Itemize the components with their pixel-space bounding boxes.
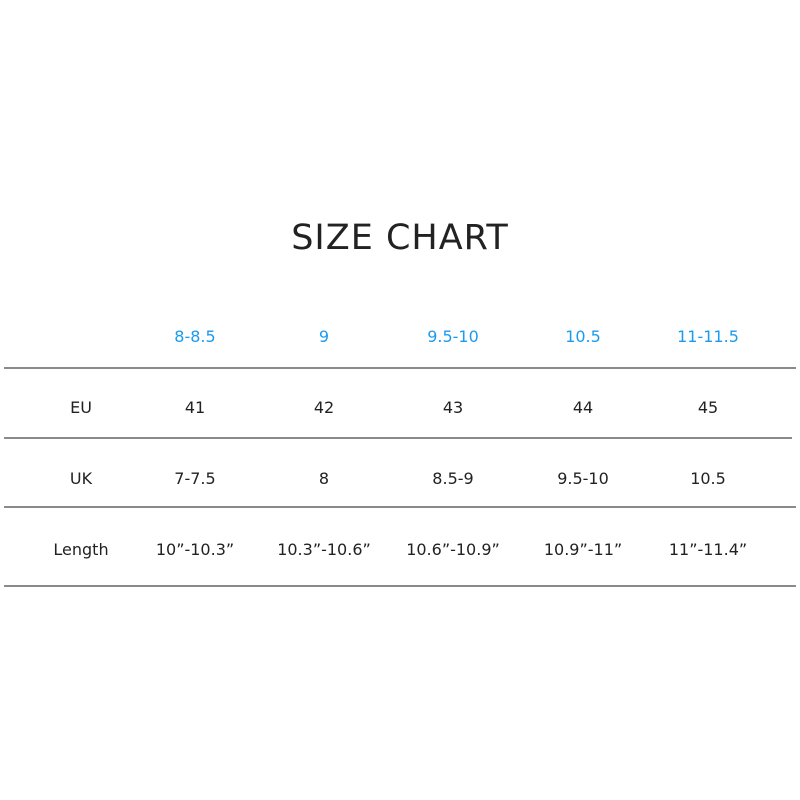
table-cell: 44 <box>572 398 594 417</box>
row-label: EU <box>70 398 92 417</box>
table-cell: 10.9”-11” <box>543 540 623 559</box>
table-cell: 41 <box>184 398 206 417</box>
column-header: 9.5-10 <box>427 327 479 346</box>
table-cell: 9.5-10 <box>557 469 609 488</box>
row-divider <box>4 506 796 508</box>
column-header: 11-11.5 <box>677 327 739 346</box>
table-cell: 11”-11.4” <box>668 540 748 559</box>
table-cell: 7-7.5 <box>174 469 216 488</box>
table-cell: 42 <box>313 398 335 417</box>
column-header: 8-8.5 <box>174 327 216 346</box>
table-cell: 45 <box>697 398 719 417</box>
page-title: SIZE CHART <box>291 218 509 258</box>
table-cell: 8 <box>318 469 330 488</box>
column-header: 10.5 <box>565 327 601 346</box>
table-cell: 10.3”-10.6” <box>277 540 371 559</box>
table-cell: 10.6”-10.9” <box>406 540 500 559</box>
column-header: 9 <box>318 327 330 346</box>
row-label: Length <box>53 540 109 559</box>
table-cell: 43 <box>442 398 464 417</box>
table-cell: 10”-10.3” <box>155 540 235 559</box>
table-cell: 8.5-9 <box>432 469 474 488</box>
row-label: UK <box>69 469 93 488</box>
row-divider <box>4 437 792 439</box>
table-cell: 10.5 <box>690 469 726 488</box>
row-divider <box>4 585 796 587</box>
row-divider <box>4 367 796 369</box>
